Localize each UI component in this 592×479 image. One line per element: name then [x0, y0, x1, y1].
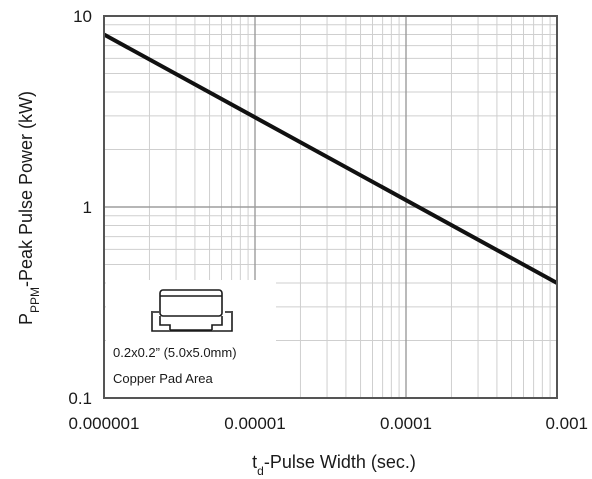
y-tick-labels: 10 1 0.1: [68, 7, 92, 408]
y-tick-label: 0.1: [68, 389, 92, 408]
inset-text-dimensions: 0.2x0.2” (5.0x5.0mm): [113, 345, 237, 360]
x-tick-label: 0.00001: [224, 414, 285, 433]
series-group: [103, 32, 558, 285]
x-tick-label: 0.0001: [380, 414, 432, 433]
inset-box: 0.2x0.2” (5.0x5.0mm) Copper Pad Area: [106, 280, 276, 398]
x-tick-label: 0.001: [545, 414, 588, 433]
x-tick-label: 0.000001: [69, 414, 140, 433]
inset-background: [106, 280, 276, 398]
smc-package-icon: [151, 289, 233, 332]
plot-frame: [103, 15, 558, 399]
x-axis-label: td-Pulse Width (sec.): [252, 452, 416, 478]
y-axis-label: PPPM-Peak Pulse Power (kW): [16, 91, 42, 325]
x-tick-labels: 0.000001 0.00001 0.0001 0.001: [69, 414, 588, 433]
y-tick-label: 10: [73, 7, 92, 26]
series-line: [103, 32, 558, 285]
inset-text-area: Copper Pad Area: [113, 371, 214, 386]
y-tick-label: 1: [83, 198, 92, 217]
